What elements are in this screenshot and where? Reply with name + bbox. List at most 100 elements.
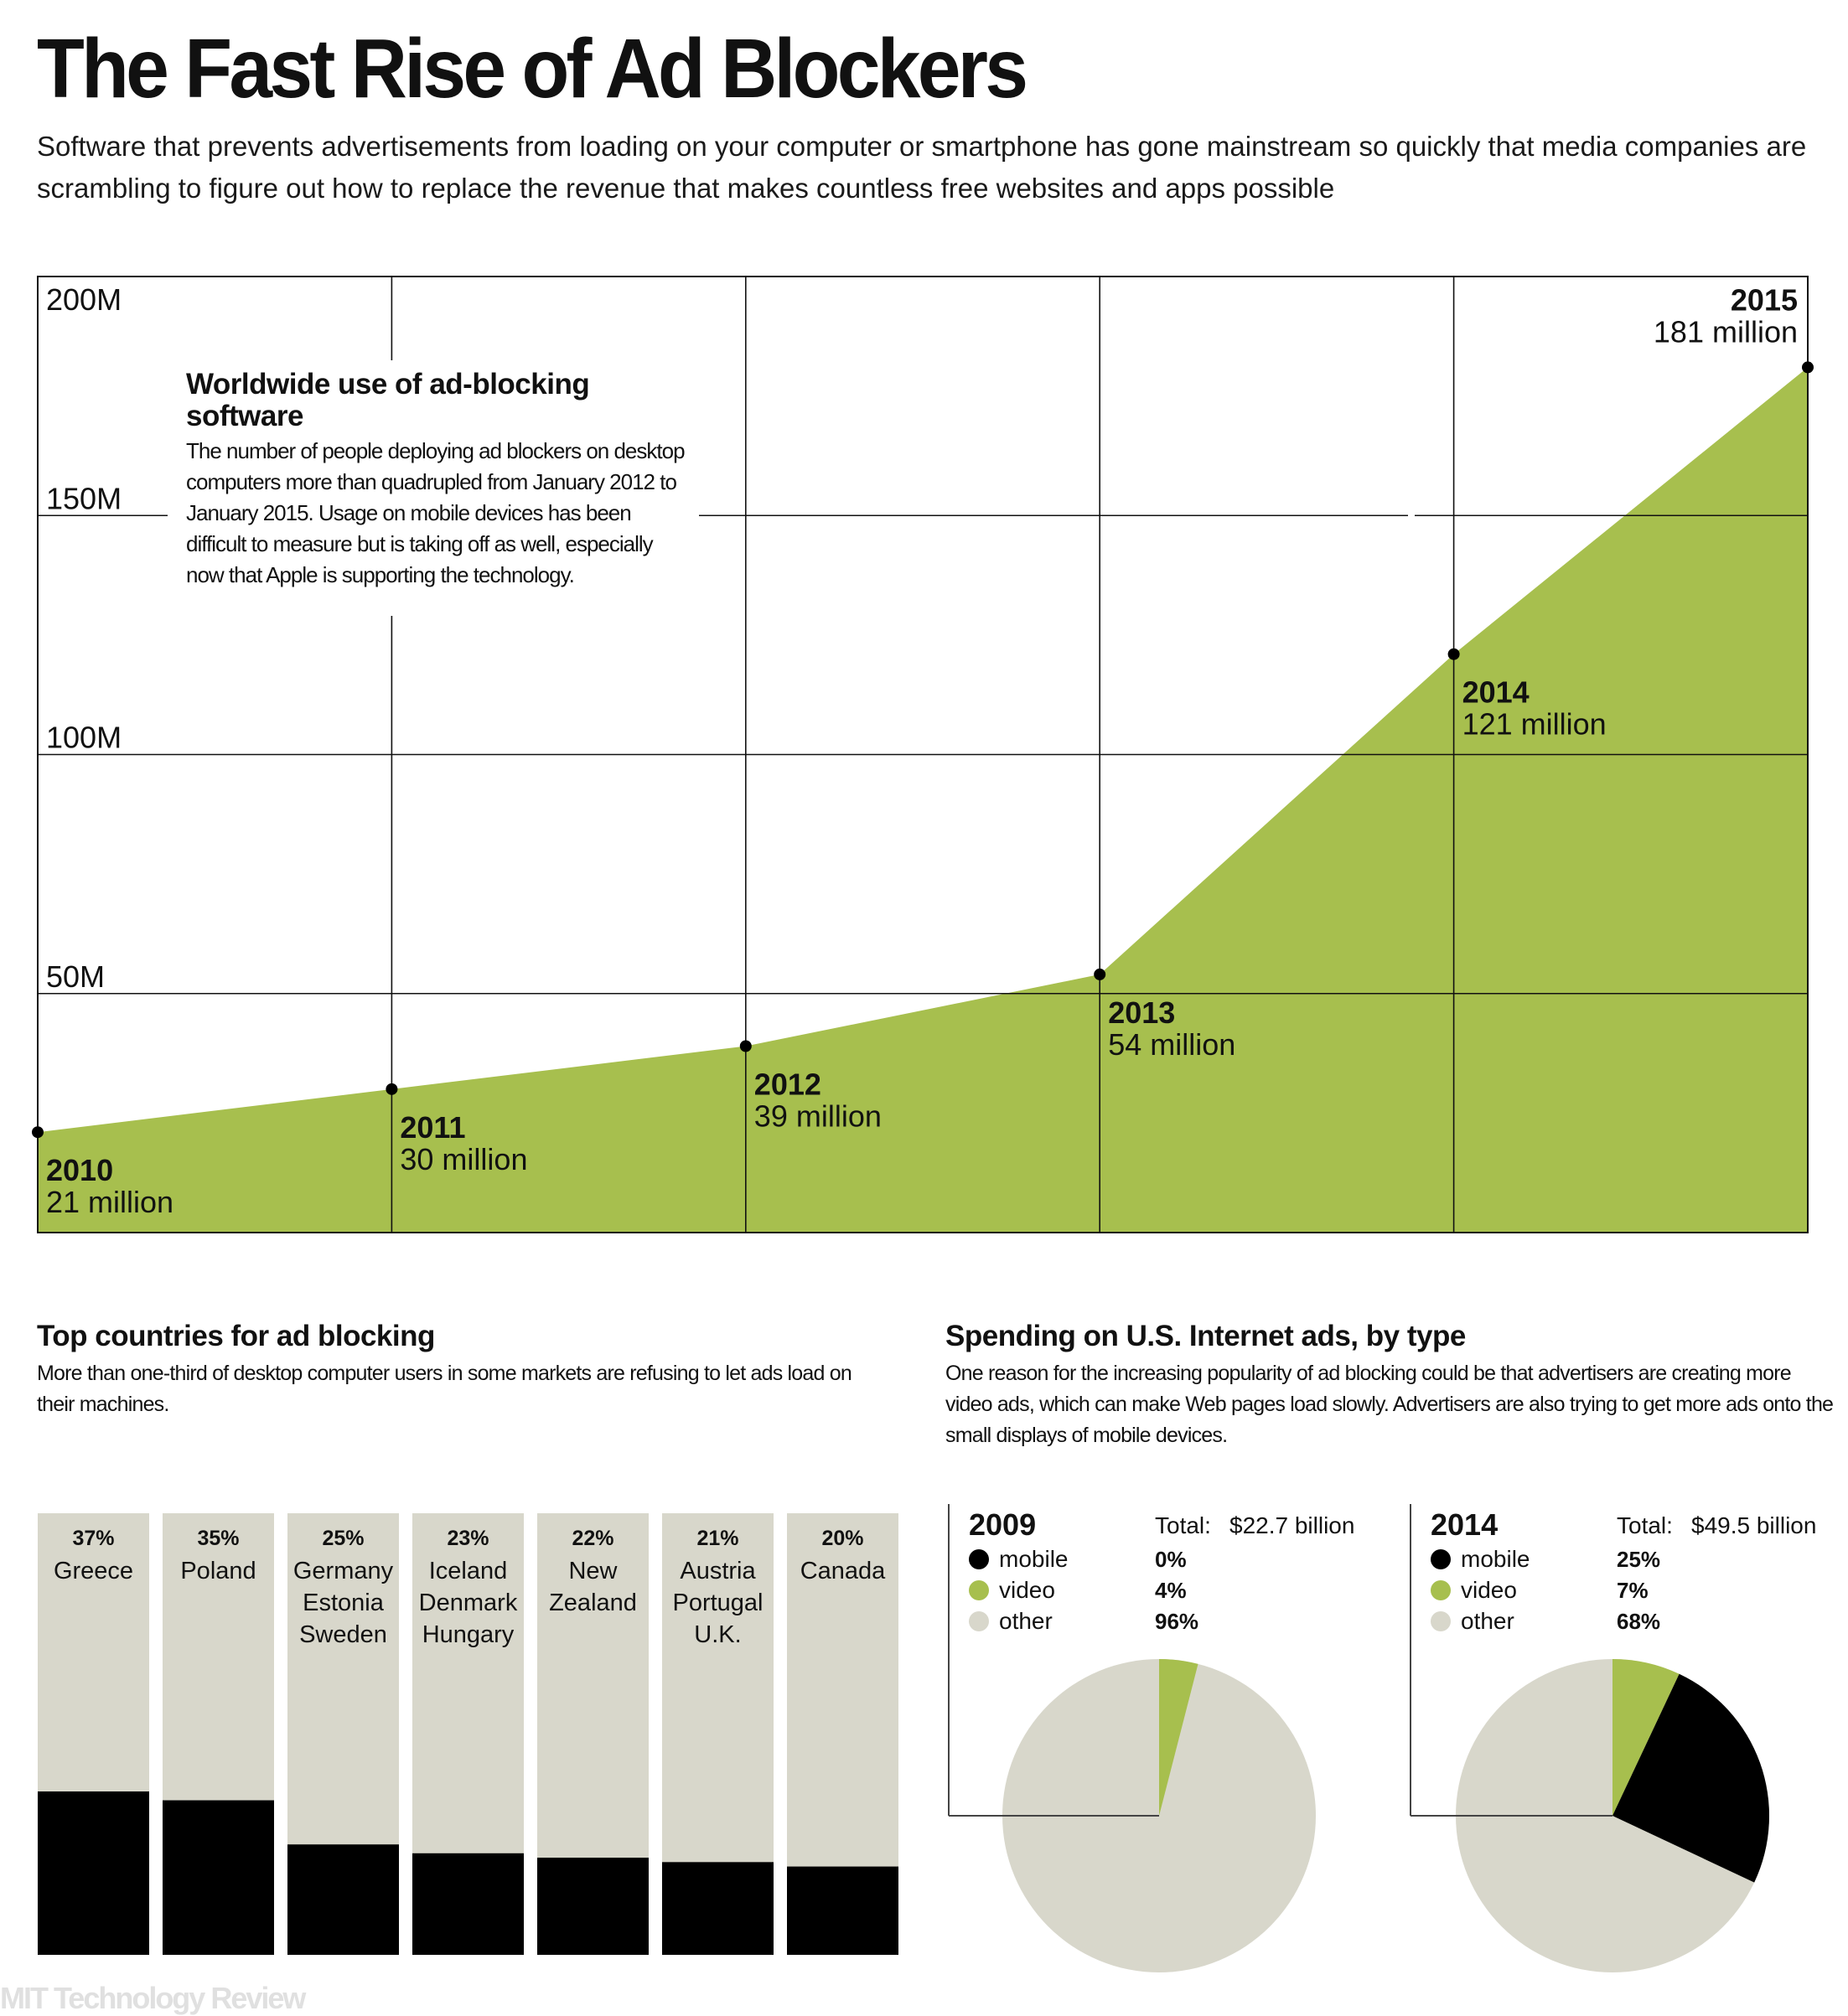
ytick-label: 100M bbox=[46, 721, 122, 755]
bar-background bbox=[787, 1513, 898, 1955]
bar-value bbox=[537, 1858, 649, 1955]
legend-swatch-icon bbox=[1431, 1580, 1451, 1600]
legend-label: other bbox=[1461, 1608, 1514, 1634]
legend-value: 4% bbox=[1155, 1578, 1187, 1603]
country-bar: 21% Austria Portugal U.K. bbox=[662, 1513, 774, 1955]
countries-section-header: Top countries for ad blocking More than … bbox=[37, 1320, 892, 1420]
data-label-value: 121 million bbox=[1462, 707, 1607, 742]
bar-value bbox=[412, 1853, 524, 1955]
legend-swatch-icon bbox=[969, 1611, 989, 1631]
pie-slice-video bbox=[1612, 1659, 1680, 1816]
bar-value bbox=[287, 1844, 399, 1955]
data-point bbox=[1447, 648, 1460, 660]
pie-chart-2014: 2014 Total: $49.5 billion mobile 25% video 7% o… bbox=[1410, 1504, 1816, 1972]
country-bar: 22% New Zealand bbox=[537, 1513, 649, 1955]
legend-item: mobile 25% bbox=[1431, 1546, 1660, 1572]
bar-value bbox=[163, 1800, 274, 1955]
pie-total-label: Total: bbox=[1155, 1512, 1211, 1538]
legend-label: mobile bbox=[999, 1546, 1068, 1572]
countries-description: More than one-third of desktop computer … bbox=[37, 1362, 852, 1416]
bar-value bbox=[38, 1791, 149, 1955]
legend-item: other 96% bbox=[969, 1608, 1198, 1634]
publisher-logo: MIT Technology Review bbox=[0, 1981, 306, 2015]
country-bar: 37% Greece bbox=[38, 1513, 149, 1955]
country-bar: 23% Iceland Denmark Hungary bbox=[412, 1513, 524, 1955]
legend-value: 25% bbox=[1617, 1547, 1660, 1572]
legend-label: mobile bbox=[1461, 1546, 1530, 1572]
country-bar: 20% Canada bbox=[787, 1513, 898, 1955]
legend-swatch-icon bbox=[969, 1580, 989, 1600]
bar-value bbox=[662, 1862, 774, 1955]
spending-title: Spending on U.S. Internet ads, by type bbox=[945, 1320, 1466, 1352]
legend-value: 68% bbox=[1617, 1609, 1660, 1634]
legend-swatch-icon bbox=[969, 1549, 989, 1569]
bar-pct-label: 23% bbox=[447, 1527, 489, 1550]
data-label-value: 181 million bbox=[1654, 314, 1798, 349]
bar-country-label: Portugal bbox=[672, 1590, 763, 1616]
bar-country-label: U.K. bbox=[694, 1621, 741, 1648]
pie-year: 2009 bbox=[969, 1507, 1036, 1542]
pie-slice-mobile bbox=[1612, 1673, 1769, 1883]
pie-total-value: $49.5 billion bbox=[1691, 1512, 1816, 1538]
bar-country-label: Estonia bbox=[303, 1590, 385, 1616]
pie-chart-2009: 2009 Total: $22.7 billion mobile 0% video 4% ot… bbox=[948, 1504, 1354, 1972]
legend-item: video 7% bbox=[1431, 1577, 1649, 1603]
data-label-year: 2010 bbox=[46, 1153, 113, 1187]
spending-section-header: Spending on U.S. Internet ads, by type O… bbox=[945, 1320, 1834, 1451]
ytick-label: 200M bbox=[46, 282, 122, 317]
bar-pct-label: 35% bbox=[197, 1527, 239, 1550]
bar-country-label: Greece bbox=[54, 1558, 133, 1584]
pie-total-value: $22.7 billion bbox=[1229, 1512, 1354, 1538]
data-label-year: 2013 bbox=[1108, 995, 1175, 1030]
legend-swatch-icon bbox=[1431, 1549, 1451, 1569]
ytick-label-bg bbox=[41, 959, 133, 990]
bar-pct-label: 37% bbox=[72, 1527, 114, 1550]
annotation-body: The number of people deploying ad blocke… bbox=[186, 438, 686, 587]
bar-value bbox=[787, 1866, 898, 1955]
spending-description: One reason for the increasing popularity… bbox=[945, 1362, 1834, 1447]
bar-country-label: Denmark bbox=[419, 1590, 518, 1616]
gridline-gap bbox=[1408, 513, 1415, 519]
bar-pct-label: 21% bbox=[696, 1527, 738, 1550]
ytick-label-bg bbox=[41, 721, 133, 752]
data-label-value: 30 million bbox=[400, 1142, 527, 1176]
data-label-value: 54 million bbox=[1108, 1027, 1235, 1062]
bar-country-label: Sweden bbox=[299, 1621, 387, 1648]
ytick-label: 150M bbox=[46, 481, 122, 515]
ytick-label-bg bbox=[41, 280, 133, 310]
legend-item: other 68% bbox=[1431, 1608, 1660, 1634]
spending-pie-charts: 2009 Total: $22.7 billion mobile 0% video 4% ot… bbox=[948, 1504, 1816, 1972]
page-subtitle: Software that prevents advertisements fr… bbox=[37, 131, 1807, 204]
bar-country-label: Hungary bbox=[422, 1621, 515, 1648]
ytick-label-bg bbox=[41, 482, 133, 513]
area-series bbox=[38, 367, 1808, 1233]
countries-title: Top countries for ad blocking bbox=[37, 1320, 435, 1352]
legend-item: mobile 0% bbox=[969, 1546, 1187, 1572]
ytick-label: 50M bbox=[46, 959, 105, 994]
legend-item: video 4% bbox=[969, 1577, 1187, 1603]
bar-background bbox=[38, 1513, 149, 1955]
bar-country-label: Germany bbox=[293, 1558, 394, 1584]
bar-country-label: Poland bbox=[180, 1558, 256, 1584]
bar-background bbox=[662, 1513, 774, 1955]
legend-label: other bbox=[999, 1608, 1053, 1634]
legend-value: 7% bbox=[1617, 1578, 1649, 1603]
page-title: The Fast Rise of Ad Blockers bbox=[37, 22, 1028, 116]
bar-background bbox=[163, 1513, 274, 1955]
annotation-title: Worldwide use of ad-blocking software bbox=[186, 368, 590, 432]
legend-value: 96% bbox=[1155, 1609, 1198, 1634]
bar-country-label: Austria bbox=[680, 1558, 756, 1584]
country-bar: 35% Poland bbox=[163, 1513, 274, 1955]
bar-pct-label: 20% bbox=[821, 1527, 863, 1550]
data-label-year: 2015 bbox=[1731, 282, 1798, 317]
bar-country-label: New bbox=[568, 1558, 618, 1584]
data-label-value: 39 million bbox=[754, 1099, 882, 1134]
data-point bbox=[386, 1083, 398, 1095]
legend-value: 0% bbox=[1155, 1547, 1187, 1572]
bar-background bbox=[537, 1513, 649, 1955]
